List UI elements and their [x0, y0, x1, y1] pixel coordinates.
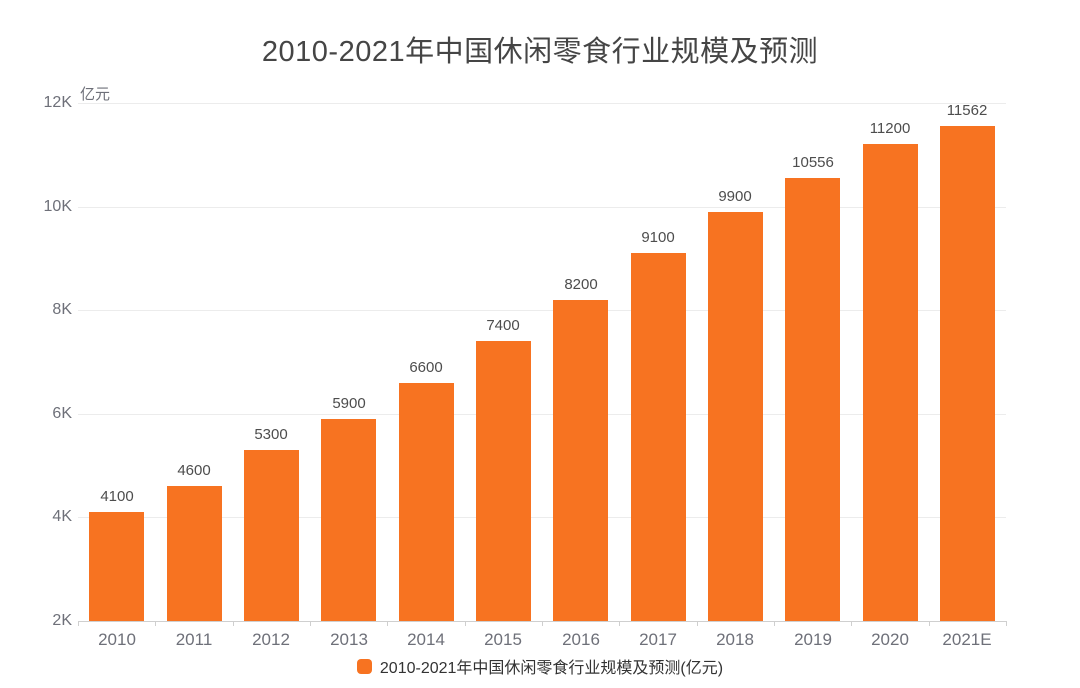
bar-value-label: 6600 [409, 359, 443, 376]
bar[interactable] [321, 419, 376, 621]
bar-value-label: 9100 [641, 229, 675, 246]
x-axis-tick [774, 621, 775, 626]
bar-value-label: 9900 [718, 188, 752, 205]
bar-value-label: 4600 [177, 462, 211, 479]
y-axis-tick-label: 10K [43, 198, 72, 215]
y-gridline [78, 310, 1006, 311]
bar[interactable] [476, 341, 531, 621]
x-axis-tick-label: 2012 [252, 630, 290, 649]
bar[interactable] [708, 212, 763, 621]
x-axis-tick [851, 621, 852, 626]
x-axis-tick-label: 2010 [98, 630, 136, 649]
bar-value-label: 11200 [869, 120, 911, 137]
legend-marker-icon [356, 658, 372, 674]
x-axis-tick-label: 2015 [484, 630, 522, 649]
x-axis-tick [310, 621, 311, 626]
bar[interactable] [631, 253, 686, 621]
bar-value-label: 4100 [100, 488, 134, 505]
x-axis-tick-label: 2019 [794, 630, 832, 649]
x-axis-tick-label: 2011 [175, 630, 213, 649]
x-axis-tick [155, 621, 156, 626]
x-axis-tick [542, 621, 543, 626]
x-axis-tick-label: 2018 [716, 630, 754, 649]
x-axis-tick-label: 2021E [942, 630, 992, 649]
x-axis-tick [78, 621, 79, 626]
x-axis-tick-label: 2013 [330, 630, 368, 649]
bar[interactable] [167, 486, 222, 621]
bar[interactable] [940, 126, 995, 621]
bar[interactable] [399, 383, 454, 621]
y-axis-tick-label: 2K [52, 612, 72, 629]
y-axis-tick-label: 4K [52, 508, 72, 525]
x-axis-tick-label: 2017 [639, 630, 677, 649]
bar[interactable] [785, 178, 840, 621]
legend-label: 2010-2021年中国休闲零食行业规模及预测(亿元) [379, 660, 724, 677]
bar[interactable] [89, 512, 144, 621]
bar[interactable] [244, 450, 299, 621]
bar-value-label: 5300 [254, 426, 288, 443]
y-gridline [78, 414, 1006, 415]
bar[interactable] [863, 144, 918, 621]
bar-value-label: 11562 [946, 102, 988, 119]
bar-value-label: 10556 [792, 154, 834, 171]
x-axis-tick-label: 2020 [871, 630, 909, 649]
y-axis-unit-label: 亿元 [80, 86, 111, 103]
bar-value-label: 7400 [486, 317, 520, 334]
x-axis-tick [1006, 621, 1007, 626]
x-axis-tick [619, 621, 620, 626]
x-axis-tick [233, 621, 234, 626]
x-axis-tick [465, 621, 466, 626]
chart-title: 2010-2021年中国休闲零食行业规模及预测 [261, 36, 819, 68]
y-gridline [78, 103, 1006, 104]
y-axis-tick-label: 6K [52, 405, 72, 422]
bar[interactable] [553, 300, 608, 621]
x-axis-tick [387, 621, 388, 626]
x-axis-tick-label: 2014 [407, 630, 445, 649]
bar-value-label: 5900 [332, 395, 366, 412]
x-axis-tick [697, 621, 698, 626]
x-axis-tick-label: 2016 [562, 630, 600, 649]
y-axis-tick-label: 12K [43, 94, 72, 111]
x-axis-tick [929, 621, 930, 626]
y-gridline [78, 207, 1006, 208]
bar-value-label: 8200 [564, 276, 598, 293]
y-axis-tick-label: 8K [52, 301, 72, 318]
legend[interactable]: 2010-2021年中国休闲零食行业规模及预测(亿元) [0, 654, 1080, 678]
y-gridline [78, 517, 1006, 518]
